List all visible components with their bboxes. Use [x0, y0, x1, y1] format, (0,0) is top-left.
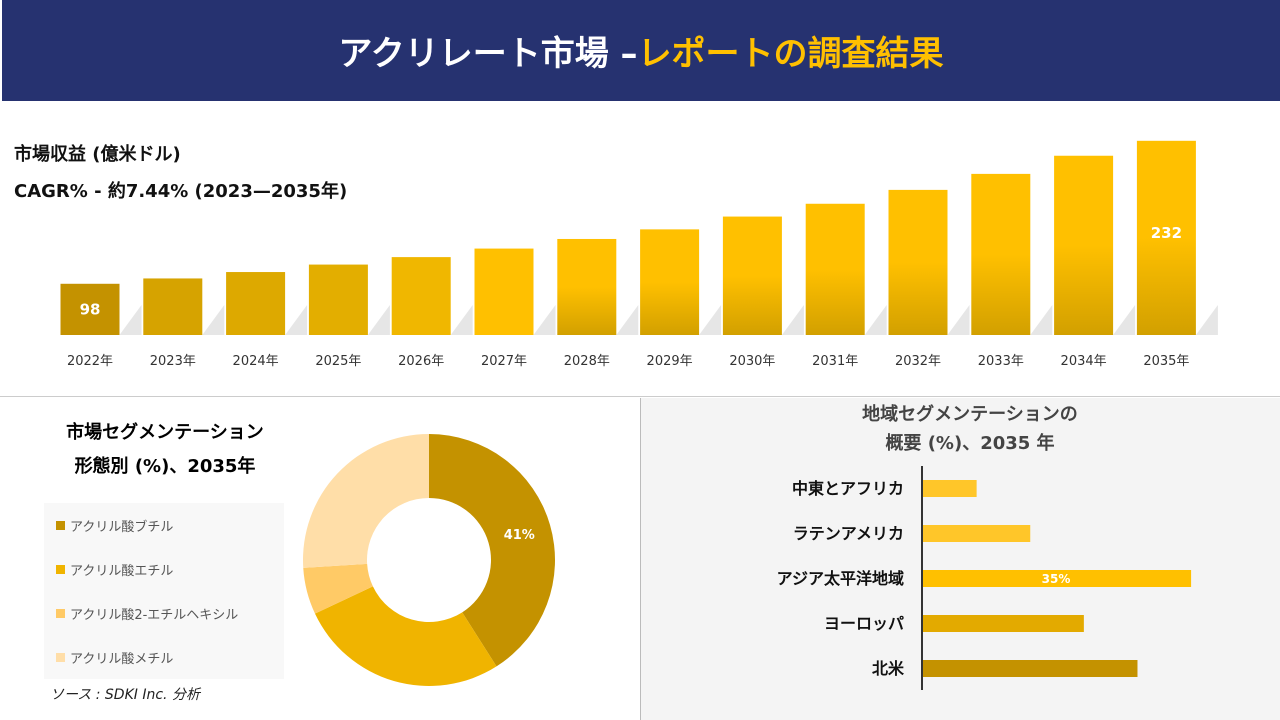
- bar-2034年: [1054, 155, 1114, 335]
- legend-item: アクリル酸エチル: [56, 560, 173, 579]
- bar-shadow: [616, 305, 639, 335]
- legend-label: アクリル酸2-エチルヘキシル: [70, 608, 239, 623]
- x-tick-label: 2025年: [315, 354, 361, 369]
- donut-slice-3: [303, 434, 429, 568]
- revenue-label: 市場収益 (億米ドル): [14, 144, 181, 165]
- legend-label: アクリル酸エチル: [70, 564, 174, 579]
- bar-2029年: [640, 229, 700, 335]
- legend-label: アクリル酸ブチル: [70, 520, 174, 535]
- bar-shadow: [1195, 305, 1218, 335]
- y-tick-label: ヨーロッパ: [824, 614, 904, 633]
- bar-data-label: 98: [80, 300, 101, 318]
- divider: [0, 396, 1280, 397]
- legend-swatch: [56, 565, 65, 574]
- donut-slice-2: [303, 563, 373, 614]
- bar-shadow: [367, 305, 390, 335]
- bar-shadow: [533, 305, 556, 335]
- x-tick-label: 2035年: [1143, 354, 1189, 369]
- bar-data-label: 232: [1151, 224, 1182, 242]
- cagr-label: CAGR% - 約7.44% (2023—2035年): [14, 181, 348, 202]
- y-tick-label: アジア太平洋地域: [777, 569, 904, 588]
- x-tick-label: 2034年: [1061, 354, 1107, 369]
- bar-shadow: [285, 305, 308, 335]
- legend-swatch: [56, 521, 65, 530]
- bar-shadow: [864, 305, 887, 335]
- region-bar-1: [923, 525, 1031, 542]
- x-tick-label: 2033年: [978, 354, 1024, 369]
- bar-2032年: [888, 189, 948, 335]
- x-tick-label: 2024年: [233, 354, 279, 369]
- x-tick-label: 2023年: [150, 354, 196, 369]
- region-title: 地域セグメンテーションの 概要 (%)、2035 年: [862, 404, 1078, 454]
- report-header: アクリレート市場 – レポートの調査結果: [2, 0, 1280, 101]
- x-tick-label: 2029年: [647, 354, 693, 369]
- legend-swatch: [56, 609, 65, 618]
- region-bar-0: [923, 480, 977, 497]
- x-tick-label: 2026年: [398, 354, 444, 369]
- bar-shadow: [1030, 305, 1053, 335]
- region-data-label: 35%: [1042, 572, 1071, 586]
- bar-shadow: [202, 305, 225, 335]
- region-bar-3: [923, 615, 1084, 632]
- legend-item: アクリル酸ブチル: [56, 516, 173, 535]
- x-tick-label: 2030年: [729, 354, 775, 369]
- bar-shadow: [947, 305, 970, 335]
- donut-slice-1: [314, 586, 497, 686]
- bar-2024年: [226, 272, 286, 335]
- legend-label: アクリル酸メチル: [70, 652, 174, 667]
- bar-2031年: [805, 203, 865, 335]
- legend-item: アクリル酸メチル: [56, 648, 173, 667]
- x-tick-label: 2032年: [895, 354, 941, 369]
- bar-shadow: [781, 305, 804, 335]
- legend-item: アクリル酸2-エチルヘキシル: [56, 604, 238, 623]
- bar-shadow: [119, 305, 142, 335]
- segment-title: 市場セグメンテーション 形態別 (%)、2035年: [66, 422, 264, 477]
- revenue-bar-chart: 2022年 98 2023年 2024年 2025年 2026年 2027年 2028年 202…: [60, 140, 1218, 369]
- bar-2033年: [971, 173, 1031, 335]
- x-tick-label: 2027年: [481, 354, 527, 369]
- bar-2028年: [557, 238, 617, 335]
- bar-2030年: [722, 216, 782, 335]
- data-label-box: [501, 521, 538, 544]
- y-tick-label: 中東とアフリカ: [792, 479, 904, 498]
- donut-data-label: 41%: [504, 528, 535, 543]
- segment-donut-chart: 41%: [303, 434, 555, 686]
- header-title: アクリレート市場 –: [338, 34, 638, 74]
- legend-swatch: [56, 653, 65, 662]
- bar-2025年: [308, 264, 368, 335]
- bar-2035年: [1136, 140, 1196, 335]
- x-tick-label: 2031年: [812, 354, 858, 369]
- y-tick-label: 北米: [872, 659, 905, 678]
- y-tick-label: ラテンアメリカ: [793, 524, 904, 543]
- bar-shadow: [1113, 305, 1136, 335]
- x-tick-label: 2028年: [564, 354, 610, 369]
- region-bar-2: [923, 570, 1192, 587]
- header-title-accent: レポートの調査結果: [637, 34, 944, 74]
- bar-2022年: [60, 283, 120, 335]
- donut-legend: アクリル酸ブチル アクリル酸エチルアクリル酸2-エチルヘキシル アクリル酸メチル: [44, 503, 284, 679]
- donut-slice-0: [429, 434, 555, 667]
- source-note: ソース : SDKI Inc. 分析: [50, 687, 200, 703]
- bar-2023年: [143, 278, 203, 335]
- region-bar-4: [923, 660, 1138, 677]
- bar-2027年: [474, 248, 534, 335]
- bar-shadow: [699, 305, 722, 335]
- bar-2026年: [391, 257, 451, 335]
- bar-shadow: [450, 305, 473, 335]
- x-tick-label: 2022年: [67, 354, 113, 369]
